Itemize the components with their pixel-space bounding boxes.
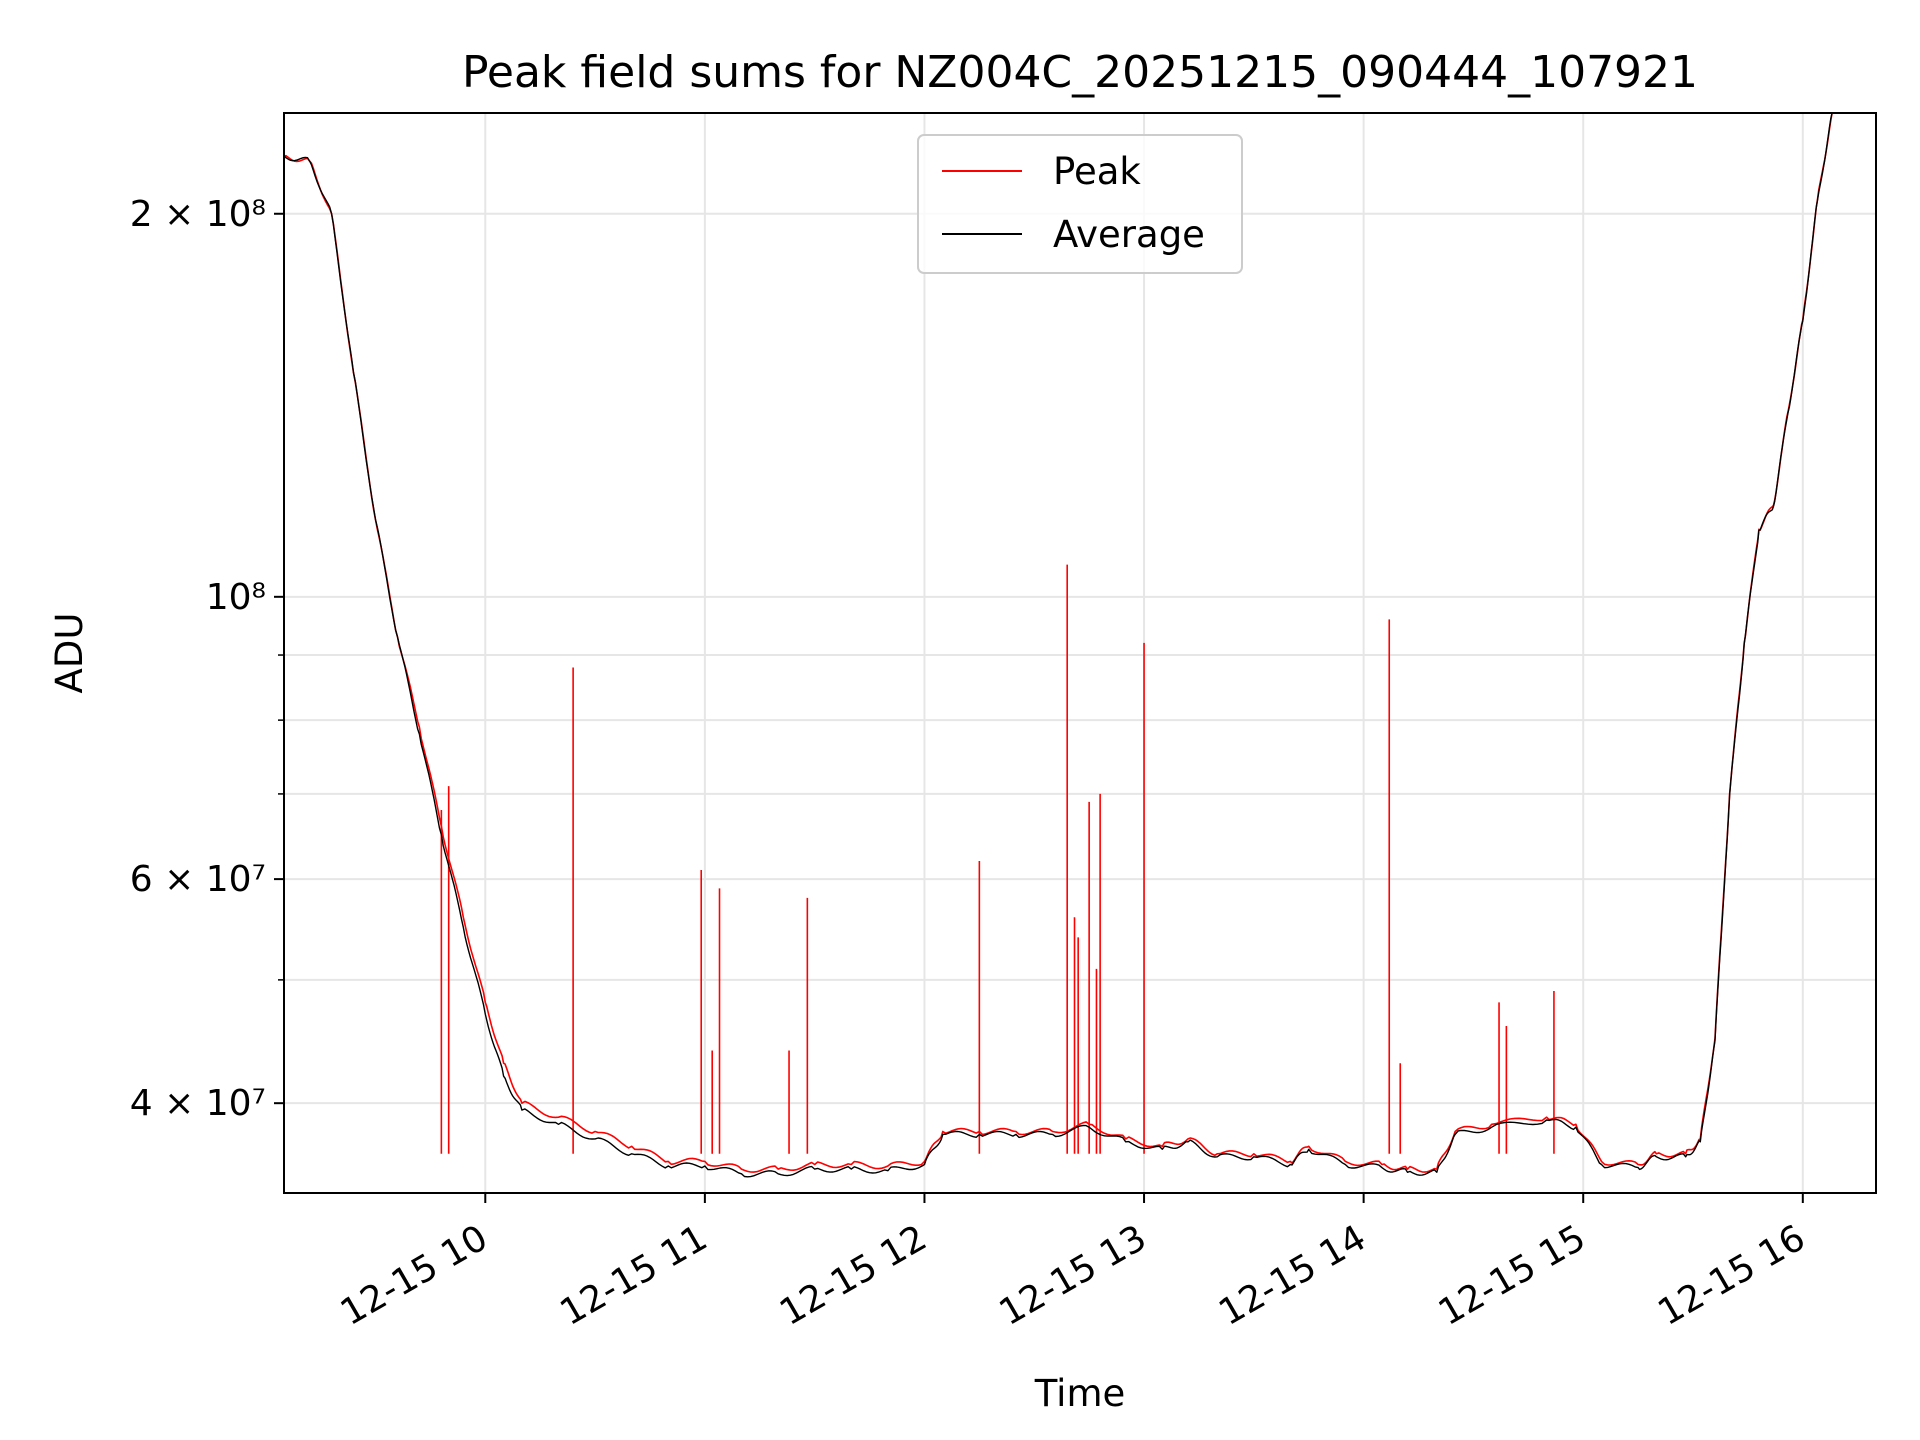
series-layer — [284, 113, 1833, 1178]
chart-title: Peak field sums for NZ004C_20251215_0904… — [462, 47, 1698, 98]
y-tick-label: 2 × 10⁸ — [130, 194, 266, 235]
y-tick-label: 4 × 10⁷ — [130, 1083, 266, 1124]
y-tick-label: 10⁸ — [206, 577, 266, 618]
legend-peak-label: Peak — [1053, 150, 1141, 193]
legend-average-label: Average — [1053, 213, 1205, 256]
y-axis-label: ADU — [48, 613, 91, 694]
y-tick-label: 6 × 10⁷ — [130, 859, 266, 900]
average-series-line — [284, 113, 1833, 1178]
legend-box — [917, 134, 1243, 274]
x-axis-label: Time — [1034, 1372, 1126, 1415]
legend: Peak Average — [917, 134, 1243, 274]
plot-frame — [283, 112, 1877, 1194]
